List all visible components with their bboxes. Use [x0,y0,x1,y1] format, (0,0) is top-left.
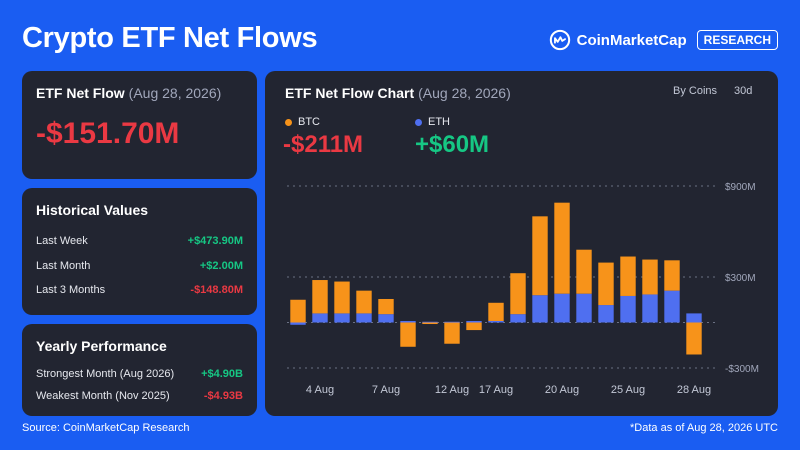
bar-btc [356,290,372,314]
chart-title-text: ETF Net Flow Chart [285,85,415,101]
bar-eth [356,313,372,323]
bar-btc [466,322,482,331]
bar-btc [576,249,592,294]
x-tick-label: 7 Aug [372,384,400,396]
yearly-row-label: Weakest Month (Nov 2025) [36,390,170,402]
legend-value-btc: -$211M [283,131,364,158]
yearly-title: Yearly Performance [36,338,167,354]
bar-eth [642,294,658,323]
historical-row-value: +$473.90M [187,235,243,247]
bar-eth [686,313,702,323]
bar-eth [378,314,394,323]
yearly-row: Strongest Month (Aug 2026) +$4.90B [36,368,243,380]
yearly-row: Weakest Month (Nov 2025) -$4.93B [36,390,243,402]
yearly-row-value: -$4.93B [203,390,243,402]
legend-label: BTC [298,116,320,128]
bar-btc [290,299,306,323]
eth-legend-dot-icon [415,118,422,126]
brand-tag: RESEARCH [696,30,778,50]
historical-row: Last Week +$473.90M [36,235,243,247]
bar-btc [532,216,548,296]
bar-btc [444,322,460,344]
bar-eth [576,293,592,323]
bar-btc [642,259,658,295]
bar-btc [598,262,614,306]
bar-btc [334,281,350,314]
y-tick-label: $900M [725,182,756,193]
brand-name: CoinMarketCap [576,31,687,49]
net-flow-title: ETF Net Flow (Aug 28, 2026) [36,85,221,101]
bar-btc [312,280,328,314]
net-flow-title-text: ETF Net Flow [36,85,125,101]
bar-btc [488,302,504,321]
legend-item-eth: ETH [415,116,450,128]
net-flow-chart: $900M $300M -$300M 4 Aug 7 Aug 12 Aug 17 Aug 20… [287,182,759,396]
bar-eth [422,321,438,323]
coinmarketcap-logo-icon [549,29,570,51]
bar-eth [598,305,614,323]
bar-eth [400,320,416,323]
bar-btc [554,202,570,294]
historical-row-value: -$148.80M [190,284,243,296]
historical-title: Historical Values [36,202,149,218]
net-flow-value: -$151.70M [36,117,180,150]
bar-btc [378,298,394,315]
historical-values-card: Historical Values Last Week +$473.90M La… [22,188,257,315]
bar-btc [620,256,636,296]
chart-panel: ETF Net Flow Chart (Aug 28, 2026) By Coin… [265,71,778,416]
range-30d-toggle[interactable]: 30d [734,85,753,97]
net-flow-date: (Aug 28, 2026) [128,85,222,101]
historical-row: Last Month +$2.00M [36,260,243,272]
bar-btc [400,322,416,347]
x-tick-label: 4 Aug [306,384,334,396]
net-flow-card: ETF Net Flow (Aug 28, 2026) -$151.70M [22,71,257,179]
bar-eth [312,313,328,323]
bar-btc [664,260,680,291]
bar-btc [422,322,438,325]
page-title: Crypto ETF Net Flows [22,22,318,54]
x-tick-label: 12 Aug [435,384,469,396]
x-tick-label: 17 Aug [479,384,513,396]
y-tick-label: -$300M [725,364,759,375]
x-tick-label: 25 Aug [611,384,645,396]
bar-eth [532,295,548,323]
bar-eth [334,313,350,323]
bar-eth [488,320,504,323]
bar-eth [620,295,636,323]
historical-row-value: +$2.00M [199,260,243,272]
brand: CoinMarketCap RESEARCH [549,29,778,51]
bar-btc [686,322,702,355]
historical-row-label: Last 3 Months [36,284,106,296]
btc-legend-dot-icon [285,118,292,126]
historical-row-label: Last Month [36,260,91,272]
yearly-row-value: +$4.90B [201,368,243,380]
yearly-row-label: Strongest Month (Aug 2026) [36,368,175,380]
x-tick-label: 20 Aug [545,384,579,396]
x-tick-label: 28 Aug [677,384,711,396]
chart-title: ETF Net Flow Chart (Aug 28, 2026) [285,85,511,101]
bar-eth [290,322,306,325]
y-tick-label: $300M [725,273,756,284]
bar-btc [510,273,526,315]
historical-row-label: Last Week [36,235,88,247]
legend-item-btc: BTC [285,116,320,128]
legend-value-eth: +$60M [415,131,490,158]
bar-eth [466,320,482,323]
bar-eth [444,321,460,323]
bar-eth [664,290,680,323]
legend-label: ETH [428,116,450,128]
source-note: Source: CoinMarketCap Research [22,422,190,434]
historical-row: Last 3 Months -$148.80M [36,284,243,296]
bar-eth [510,314,526,323]
by-coins-toggle[interactable]: By Coins [673,85,718,97]
yearly-performance-card: Yearly Performance Strongest Month (Aug … [22,324,257,416]
chart-date: (Aug 28, 2026) [418,85,511,101]
bar-eth [554,293,570,323]
data-timestamp-note: *Data as of Aug 28, 2026 UTC [630,422,778,434]
